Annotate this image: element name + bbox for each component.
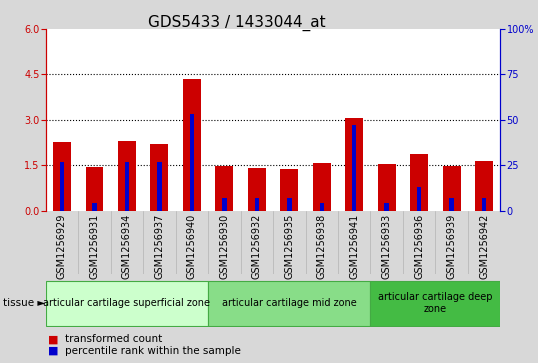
Bar [254,198,259,211]
Bar [92,203,97,211]
Bar [378,164,395,211]
Bar [60,162,64,211]
Bar [449,198,454,211]
Bar [222,198,226,211]
Text: GDS5433 / 1433044_at: GDS5433 / 1433044_at [148,15,325,31]
Bar [345,118,363,211]
Bar [248,168,266,211]
Bar [352,125,357,211]
Bar [475,161,493,211]
Text: GSM1256938: GSM1256938 [317,214,327,279]
Bar [287,198,292,211]
Text: GSM1256931: GSM1256931 [89,214,100,279]
Text: ■: ■ [48,334,59,344]
Bar [320,203,324,211]
Text: articular cartilage deep
zone: articular cartilage deep zone [378,292,493,314]
Bar [183,79,201,211]
Bar [157,162,161,211]
Bar [313,163,331,211]
Text: GSM1256937: GSM1256937 [154,214,165,279]
Bar [118,141,136,211]
Text: GSM1256939: GSM1256939 [447,214,457,279]
Bar [46,281,208,326]
Bar [53,143,71,211]
Bar [125,162,129,211]
Text: GSM1256930: GSM1256930 [220,214,229,279]
Bar [151,144,168,211]
Bar [371,281,500,326]
Bar [189,114,194,211]
Text: GSM1256932: GSM1256932 [252,214,262,279]
Text: GSM1256941: GSM1256941 [349,214,359,279]
Text: articular cartilage superficial zone: articular cartilage superficial zone [44,298,210,308]
Text: tissue ►: tissue ► [3,298,45,308]
Bar [86,167,103,211]
Text: GSM1256935: GSM1256935 [284,214,294,279]
Bar [410,154,428,211]
Text: GSM1256936: GSM1256936 [414,214,424,279]
Text: GSM1256929: GSM1256929 [57,214,67,279]
Text: transformed count: transformed count [65,334,162,344]
Text: articular cartilage mid zone: articular cartilage mid zone [222,298,357,308]
Bar [208,281,371,326]
Text: GSM1256934: GSM1256934 [122,214,132,279]
Bar [385,203,389,211]
Bar [215,166,233,211]
Bar [280,169,298,211]
Text: ■: ■ [48,346,59,356]
Text: GSM1256942: GSM1256942 [479,214,489,279]
Text: GSM1256933: GSM1256933 [381,214,392,279]
Text: GSM1256940: GSM1256940 [187,214,197,279]
Bar [482,198,486,211]
Bar [443,166,461,211]
Text: percentile rank within the sample: percentile rank within the sample [65,346,240,356]
Bar [417,187,421,211]
